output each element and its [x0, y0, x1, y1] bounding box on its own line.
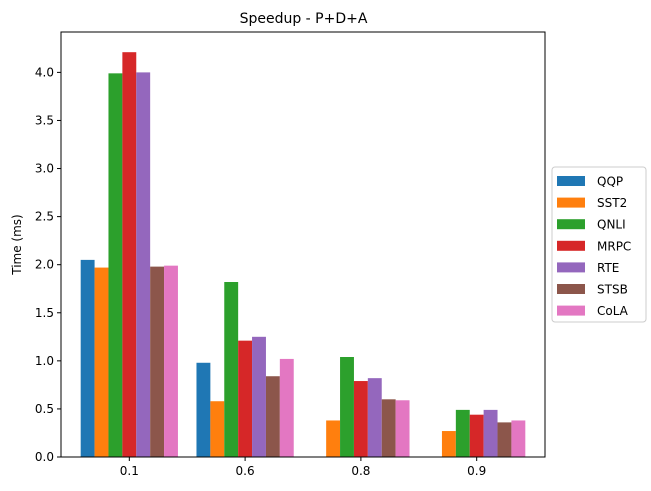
bar — [80, 259, 95, 457]
plot-frame — [60, 31, 546, 458]
bar — [441, 431, 456, 457]
y-tick-label: 1.5 — [35, 306, 54, 320]
y-tick-label: 0.5 — [35, 402, 54, 416]
bar — [136, 72, 151, 457]
legend-swatch — [557, 262, 585, 273]
legend-label: SST2 — [597, 196, 627, 210]
bar — [210, 401, 225, 457]
bar — [483, 409, 498, 457]
legend: QQP SST2 QNLI MRPC RTE STSB CoLA — [551, 166, 647, 323]
bar — [108, 73, 123, 457]
bar — [279, 358, 294, 457]
bar — [353, 381, 368, 457]
bar — [94, 267, 109, 457]
bar — [340, 357, 354, 457]
y-tick-label: 3.5 — [35, 113, 54, 127]
legend-label: RTE — [597, 261, 619, 275]
x-tick-label: 0.1 — [120, 464, 139, 478]
bar — [150, 266, 165, 457]
legend-label: STSB — [597, 283, 628, 297]
x-tick-label: 0.6 — [236, 464, 255, 478]
x-tick-label: 0.8 — [351, 464, 370, 478]
bar — [238, 340, 253, 457]
bar — [511, 420, 526, 457]
bars-layer — [80, 52, 526, 457]
bar — [196, 362, 211, 457]
y-tick-label: 3.0 — [35, 162, 54, 176]
y-tick-label: 2.5 — [35, 210, 54, 224]
legend-label: QQP — [597, 175, 623, 189]
legend-label: MRPC — [597, 239, 631, 253]
bar — [381, 399, 396, 457]
y-tick-label: 2.0 — [35, 258, 54, 272]
y-tick-label: 1.0 — [35, 354, 54, 368]
bar — [252, 336, 266, 457]
chart-title: Speedup - P+D+A — [240, 11, 368, 27]
legend-swatch — [557, 219, 585, 230]
bar — [455, 409, 470, 457]
y-axis-label: Time (ms) — [10, 214, 24, 276]
legend-label: QNLI — [597, 218, 626, 232]
y-tick-label: 0.0 — [35, 450, 54, 464]
legend-swatch — [557, 176, 585, 186]
bar — [367, 378, 382, 457]
y-axis: 0.0 0.5 1.0 1.5 2.0 2.5 3.0 3.5 4.0 — [35, 65, 61, 464]
bar — [265, 376, 280, 457]
bar — [469, 414, 484, 457]
legend-swatch — [557, 284, 585, 294]
bar — [326, 420, 341, 457]
bar — [395, 400, 410, 457]
legend-swatch — [557, 305, 585, 316]
x-tick-label: 0.9 — [467, 464, 486, 478]
bar — [122, 52, 137, 457]
x-axis: 0.1 0.6 0.8 0.9 — [120, 457, 486, 478]
bar — [224, 282, 239, 457]
y-tick-label: 4.0 — [35, 65, 54, 79]
bar — [164, 265, 178, 457]
legend-label: CoLA — [597, 304, 629, 318]
bar — [497, 422, 512, 457]
legend-swatch — [557, 197, 585, 208]
legend-swatch — [557, 240, 585, 251]
